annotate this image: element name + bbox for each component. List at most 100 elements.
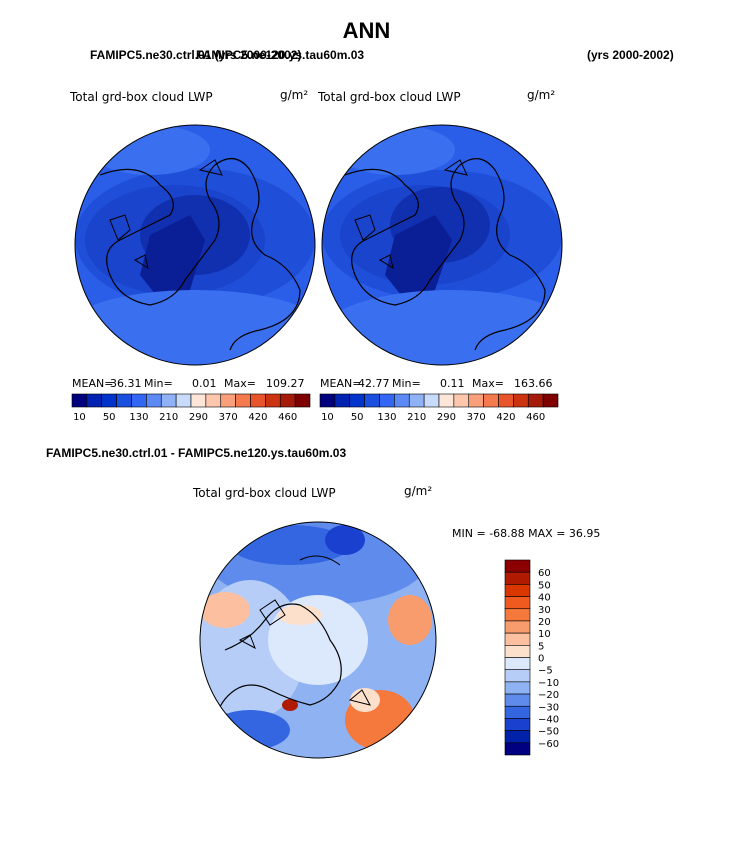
- panel2-colorbar-swatch: [453, 393, 470, 408]
- panel1-colorbar-swatch: [116, 393, 132, 408]
- panel2-colorbar-swatch: [394, 393, 410, 408]
- diff-field-label: Total grd-box cloud LWP: [193, 486, 336, 500]
- panel2-map: [322, 125, 562, 365]
- panel1-map: [75, 125, 315, 365]
- diff-colorbar-tick: −10: [538, 678, 559, 689]
- diff-colorbar-swatch: [504, 669, 531, 683]
- diff-colorbar-tick: 20: [538, 617, 551, 628]
- panel1-colorbar-tick: 460: [278, 412, 297, 423]
- panel1-colorbar-tick: 370: [219, 412, 238, 423]
- diff-colorbar-tick: −30: [538, 702, 559, 713]
- panel2-colorbar-tick: 130: [377, 412, 396, 423]
- panel2-mean-label: MEAN=: [320, 377, 361, 390]
- panel2-colorbar-swatch: [527, 393, 544, 408]
- panel2-colorbar-swatch: [483, 393, 499, 408]
- diff-colorbar-swatch: [504, 620, 531, 634]
- panel1-colorbar-swatch: [131, 393, 147, 408]
- panel2-min-value: 0.11: [440, 377, 465, 390]
- panel2-colorbar-tick: 210: [407, 412, 426, 423]
- panel2-units: g/m²: [527, 88, 556, 102]
- panel1-colorbar-swatch: [160, 393, 177, 408]
- diff-colorbar-swatch: [504, 632, 531, 646]
- panel1-colorbar-swatch: [250, 393, 266, 408]
- panel1-mean-label: MEAN=: [72, 377, 113, 390]
- diff-max-label: MAX =: [528, 527, 566, 540]
- panel1-colorbar-swatch: [279, 393, 296, 408]
- panel2-colorbar-swatch: [542, 393, 559, 408]
- panel1-colorbar: 10 50 130 210 290 370 420 460: [71, 393, 311, 423]
- diff-min-label: MIN =: [452, 527, 486, 540]
- panel2-colorbar-tick: 50: [351, 412, 364, 423]
- panel1-min-label: Min=: [144, 377, 173, 390]
- case2-years: (yrs 2000-2002): [587, 48, 674, 62]
- diff-colorbar-tick: 40: [538, 593, 551, 604]
- diff-min-value: -68.88: [489, 527, 525, 540]
- panel2-colorbar-swatch: [349, 393, 365, 408]
- diff-colorbar-swatch: [504, 742, 531, 756]
- panel1-colorbar-swatch: [235, 393, 251, 408]
- panel1-colorbar-swatch: [71, 393, 88, 408]
- panel1-stats: MEAN=36.31 Min= 0.01 Max= 109.27: [72, 377, 305, 390]
- panel1-colorbar-swatch: [205, 393, 222, 408]
- diff-colorbar-swatch: [504, 596, 531, 610]
- panel2-colorbar: 10 50 130 210 290 370 420 460: [319, 393, 559, 423]
- panel2-max-label: Max=: [472, 377, 504, 390]
- panel1-mean-value: 36.31: [110, 377, 142, 390]
- panel2-colorbar-swatch: [438, 393, 455, 408]
- diff-colorbar-swatch: [504, 705, 531, 719]
- panel1-colorbar-tick: 50: [103, 412, 116, 423]
- panel2-mean-value: 42.77: [358, 377, 390, 390]
- panel1-max-value: 109.27: [266, 377, 305, 390]
- panel1-colorbar-tick: 130: [129, 412, 148, 423]
- diff-colorbar-swatch: [504, 645, 531, 658]
- page-title: ANN: [342, 18, 391, 43]
- panel1-colorbar-swatch: [101, 393, 117, 408]
- diff-colorbar-swatch: [504, 559, 531, 573]
- panel1-colorbar-swatch: [86, 393, 103, 408]
- panel2-colorbar-swatch: [334, 393, 351, 408]
- panel2-field-label: Total grd-box cloud LWP: [318, 90, 461, 104]
- panel2-colorbar-swatch: [379, 393, 395, 408]
- diff-map: [200, 522, 436, 758]
- panel2-colorbar-swatch: [498, 393, 514, 408]
- diff-header: FAMIPC5.ne30.ctrl.01 - FAMIPC5.ne120.ys.…: [46, 446, 347, 460]
- diff-colorbar-swatch: [504, 718, 531, 731]
- panel2-min-label: Min=: [392, 377, 421, 390]
- diff-minmax: MIN = -68.88 MAX = 36.95: [452, 527, 600, 540]
- diff-colorbar-tick: 60: [538, 568, 551, 579]
- diff-colorbar-swatch: [504, 693, 531, 707]
- panel1-field-label: Total grd-box cloud LWP: [70, 90, 213, 104]
- panel1-colorbar-swatch: [190, 393, 207, 408]
- diff-colorbar-tick: 10: [538, 629, 551, 640]
- diff-units: g/m²: [404, 484, 433, 498]
- panel1-colorbar-swatch: [175, 393, 192, 408]
- panel1-colorbar-tick: 210: [159, 412, 178, 423]
- panel2-colorbar-swatch: [423, 393, 440, 408]
- diff-colorbar-tick: −5: [538, 666, 553, 677]
- panel2-colorbar-tick: 10: [321, 412, 334, 423]
- diff-colorbar-swatch: [504, 608, 531, 622]
- diff-colorbar-tick: −40: [538, 714, 559, 725]
- panel2-colorbar-tick: 420: [496, 412, 515, 423]
- panel1-colorbar-tick: 290: [189, 412, 208, 423]
- diff-colorbar-tick: 0: [538, 654, 544, 665]
- panel1-colorbar-swatch: [265, 393, 281, 408]
- diff-colorbar-tick: 30: [538, 605, 551, 616]
- panel1-colorbar-swatch: [294, 393, 311, 408]
- panel2-max-value: 163.66: [514, 377, 553, 390]
- panel2-stats: MEAN=42.77 Min= 0.11 Max= 163.66: [320, 377, 553, 390]
- case2-header: FAMIPC5.ne120.ys.tau60m.03: [196, 48, 365, 62]
- panel1-max-label: Max=: [224, 377, 256, 390]
- diff-colorbar-tick: −60: [538, 739, 559, 750]
- diff-colorbar-swatch: [504, 681, 531, 695]
- panel2-colorbar-swatch: [319, 393, 336, 408]
- diff-colorbar-tick: −20: [538, 690, 559, 701]
- diff-colorbar-tick: −50: [538, 727, 559, 738]
- panel1-units: g/m²: [280, 88, 309, 102]
- panel1-colorbar-tick: 420: [248, 412, 267, 423]
- panel2-colorbar-tick: 370: [467, 412, 486, 423]
- diff-colorbar-swatch: [504, 584, 531, 597]
- panel1-colorbar-swatch: [220, 393, 236, 408]
- diff-colorbar-swatch: [504, 571, 531, 585]
